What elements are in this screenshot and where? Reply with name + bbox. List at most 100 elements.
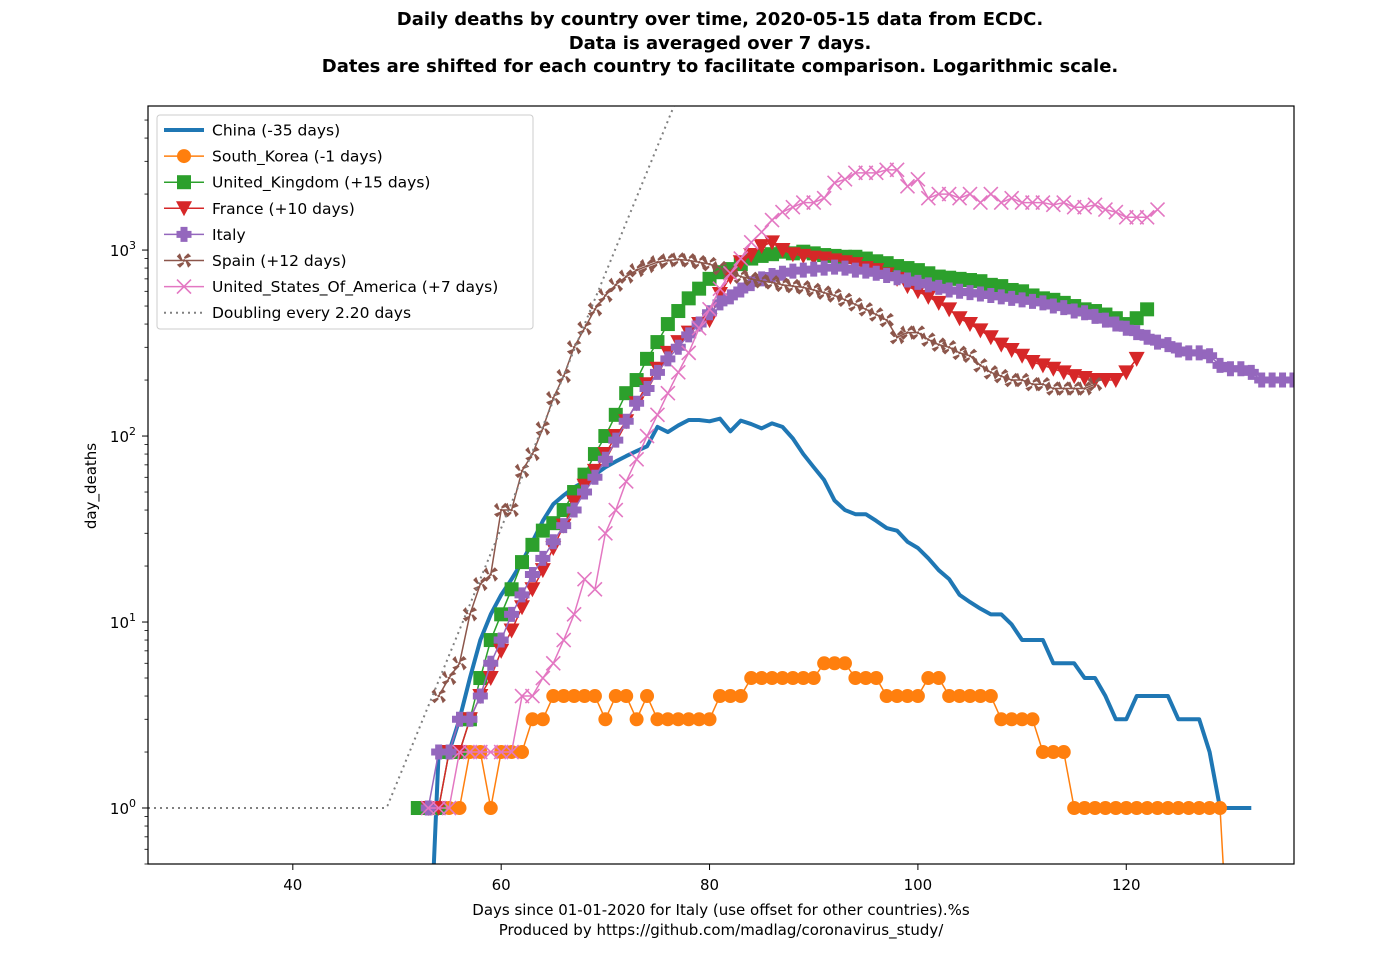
data-point bbox=[681, 712, 696, 727]
data-point bbox=[597, 525, 613, 541]
data-point bbox=[1108, 801, 1123, 816]
data-point bbox=[608, 277, 624, 293]
data-point bbox=[1213, 801, 1228, 816]
series-spain bbox=[431, 252, 1103, 704]
data-point bbox=[692, 712, 707, 727]
data-point bbox=[566, 340, 582, 355]
data-point bbox=[941, 302, 958, 318]
data-point bbox=[524, 688, 540, 704]
data-point bbox=[1087, 197, 1103, 213]
data-point bbox=[994, 712, 1009, 727]
data-point bbox=[1056, 381, 1071, 396]
data-point bbox=[577, 689, 592, 704]
data-point bbox=[816, 190, 832, 206]
data-point bbox=[618, 473, 634, 490]
data-point bbox=[431, 744, 447, 760]
data-point bbox=[774, 204, 791, 220]
data-point bbox=[515, 745, 530, 760]
data-point bbox=[712, 281, 728, 297]
data-point bbox=[639, 258, 655, 274]
data-point bbox=[930, 295, 947, 311]
data-point bbox=[670, 364, 686, 380]
data-point bbox=[889, 162, 905, 178]
data-point bbox=[556, 689, 571, 704]
data-point bbox=[1181, 801, 1196, 816]
data-point bbox=[608, 432, 624, 448]
data-point bbox=[879, 267, 895, 283]
data-point bbox=[1119, 801, 1134, 816]
data-point bbox=[1192, 801, 1207, 816]
data-point bbox=[920, 289, 937, 305]
data-point bbox=[1045, 197, 1061, 213]
data-point bbox=[972, 195, 988, 211]
x-tick-label: 120 bbox=[1112, 876, 1141, 894]
data-point bbox=[837, 260, 853, 276]
data-point bbox=[660, 253, 676, 268]
data-point bbox=[952, 689, 967, 704]
data-point bbox=[983, 186, 999, 202]
data-point bbox=[1015, 712, 1030, 727]
data-point bbox=[754, 273, 769, 289]
data-point bbox=[1035, 195, 1051, 211]
data-point bbox=[816, 260, 832, 276]
data-point bbox=[441, 800, 457, 816]
series-italy bbox=[420, 259, 1294, 816]
y-tick-label: 100 bbox=[110, 797, 136, 818]
data-point bbox=[1140, 801, 1155, 816]
data-point bbox=[743, 271, 759, 287]
data-point bbox=[775, 277, 790, 293]
data-point bbox=[952, 283, 968, 299]
data-point bbox=[868, 307, 884, 322]
legend-label: Italy bbox=[212, 226, 246, 244]
data-point bbox=[452, 801, 467, 816]
data-point bbox=[1129, 801, 1144, 816]
data-point bbox=[681, 253, 696, 268]
series-united-kingdom bbox=[410, 244, 1155, 816]
data-point bbox=[701, 301, 718, 317]
data-point bbox=[753, 239, 770, 255]
data-point bbox=[1077, 381, 1092, 396]
data-point bbox=[743, 276, 759, 292]
data-point bbox=[504, 502, 519, 518]
legend-label: United_States_Of_America (+7 days) bbox=[212, 278, 498, 297]
series-south-korea bbox=[421, 656, 1228, 864]
legend: China (-35 days) South_Korea (-1 days) Uni… bbox=[156, 114, 534, 330]
legend-marker bbox=[176, 201, 192, 217]
data-point bbox=[650, 335, 665, 350]
data-point bbox=[619, 689, 634, 704]
data-point bbox=[629, 373, 644, 388]
series-layer bbox=[148, 106, 1294, 864]
data-point bbox=[504, 606, 520, 622]
data-point bbox=[806, 282, 821, 298]
data-point bbox=[1191, 345, 1207, 361]
x-axis-label-line-1: Days since 01-01-2020 for Italy (use off… bbox=[472, 901, 970, 919]
series-doubling-every-2-20-days bbox=[148, 106, 676, 810]
data-point bbox=[921, 671, 936, 686]
data-point bbox=[514, 600, 531, 616]
legend-label: Spain (+12 days) bbox=[212, 252, 347, 270]
data-point bbox=[650, 254, 665, 270]
data-point bbox=[806, 671, 821, 686]
data-point bbox=[899, 272, 915, 288]
data-point bbox=[545, 655, 561, 671]
data-point bbox=[483, 801, 498, 816]
data-point bbox=[732, 255, 749, 271]
data-point bbox=[639, 381, 655, 397]
data-point bbox=[472, 688, 488, 704]
data-point bbox=[535, 550, 551, 566]
data-point bbox=[535, 670, 551, 686]
data-point bbox=[1055, 365, 1072, 381]
data-point bbox=[827, 288, 842, 303]
data-point bbox=[1118, 365, 1135, 381]
data-point bbox=[608, 689, 623, 704]
data-point bbox=[837, 171, 853, 187]
data-point bbox=[733, 689, 748, 704]
data-point bbox=[994, 368, 1009, 384]
data-point bbox=[556, 632, 572, 648]
data-point bbox=[806, 261, 822, 277]
data-point bbox=[774, 265, 790, 281]
data-point bbox=[973, 689, 988, 704]
data-point bbox=[681, 327, 697, 343]
data-point bbox=[1003, 343, 1020, 359]
data-point bbox=[837, 292, 853, 308]
